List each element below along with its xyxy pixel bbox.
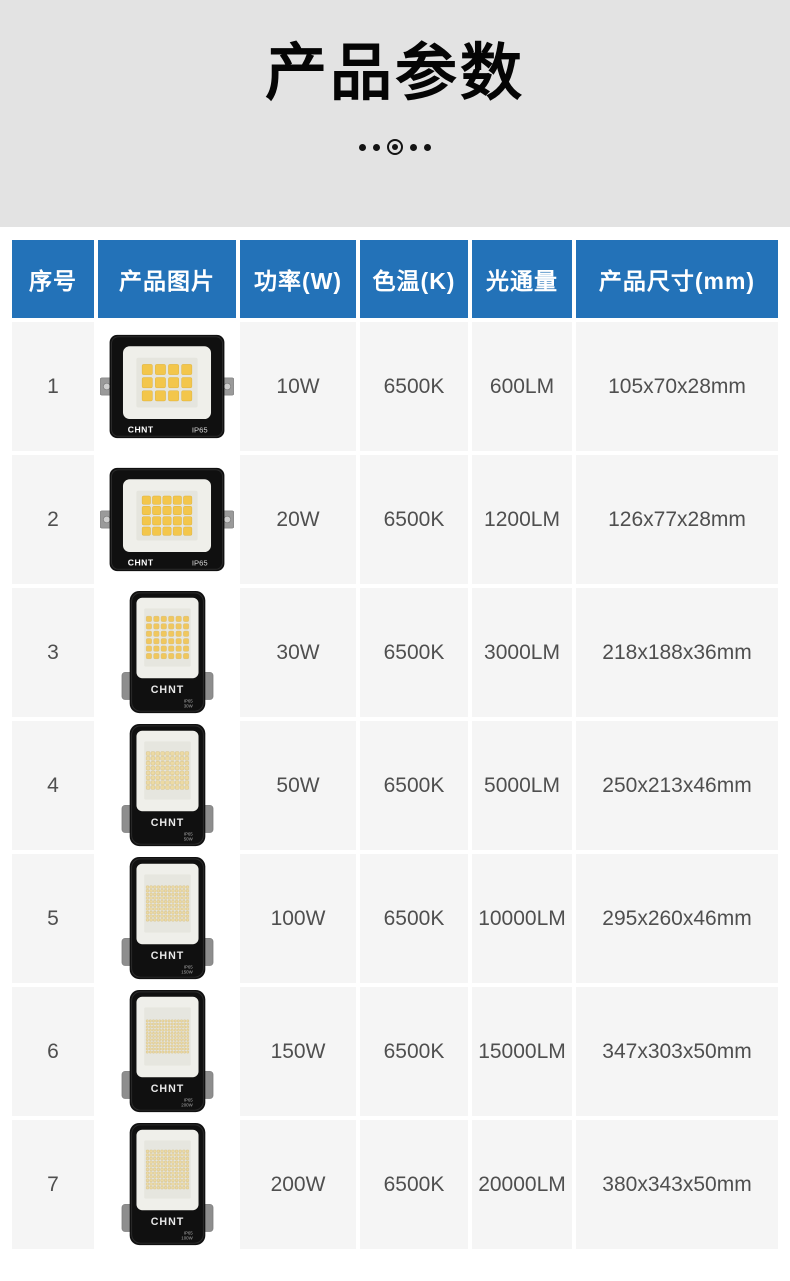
carousel-dot-icon: [424, 143, 431, 151]
carousel-dot-icon: [373, 143, 380, 151]
cell-color_temp: 6500K: [360, 1120, 468, 1249]
svg-text:IP65: IP65: [183, 1097, 193, 1102]
cell-luminous_flux: 15000LM: [472, 987, 572, 1116]
cell-color_temp: 6500K: [360, 721, 468, 850]
cell-luminous_flux: 20000LM: [472, 1120, 572, 1249]
column-header-power: 功率(W): [240, 240, 356, 318]
cell-product-image: CHNT IP65 200W: [98, 987, 236, 1116]
column-header-dimensions: 产品尺寸(mm): [576, 240, 778, 318]
svg-text:CHNT: CHNT: [150, 949, 183, 961]
svg-text:CHNT: CHNT: [150, 683, 183, 695]
column-header-image: 产品图片: [98, 240, 236, 318]
spec-table-body: 1 CHNT IP65 10W 6500K 600LM 105x70x28mm 2 CHNT IP…: [12, 322, 778, 1249]
svg-text:50W: 50W: [183, 836, 193, 841]
cell-dimensions: 218x188x36mm: [576, 588, 778, 717]
section-title: 产品参数: [264, 39, 525, 108]
product-detail-page: 产品参数 序号 产品图片 功率(W) 色温(K) 光通量 产品尺寸(mm) 1 CHNT IP…: [0, 0, 790, 1249]
svg-text:CHNT: CHNT: [128, 557, 154, 567]
cell-product-image: CHNT IP65: [98, 322, 236, 451]
cell-luminous_flux: 1200LM: [472, 455, 572, 584]
svg-text:CHNT: CHNT: [128, 424, 154, 434]
cell-color_temp: 6500K: [360, 588, 468, 717]
svg-text:150W: 150W: [181, 969, 193, 974]
cell-product-image: CHNT IP65 30W: [98, 588, 236, 717]
cell-dimensions: 380x343x50mm: [576, 1120, 778, 1249]
svg-text:IP65: IP65: [183, 964, 193, 969]
cell-power: 100W: [240, 854, 356, 983]
cell-power: 20W: [240, 455, 356, 584]
cell-power: 50W: [240, 721, 356, 850]
cell-dimensions: 105x70x28mm: [576, 322, 778, 451]
cell-index: 3: [12, 588, 94, 717]
svg-text:IP65: IP65: [183, 698, 193, 703]
table-row: 1 CHNT IP65 10W 6500K 600LM 105x70x28mm: [12, 322, 778, 451]
svg-text:CHNT: CHNT: [150, 816, 183, 828]
table-row: 4 CHNT IP65 50W 50W 6500K 5000LM 250x213x46mm: [12, 721, 778, 850]
cell-power: 10W: [240, 322, 356, 451]
carousel-dots-indicator: [359, 138, 431, 156]
column-header-color_temp: 色温(K): [360, 240, 468, 318]
svg-text:100W: 100W: [181, 1235, 193, 1240]
svg-text:30W: 30W: [183, 703, 193, 708]
cell-index: 4: [12, 721, 94, 850]
cell-dimensions: 126x77x28mm: [576, 455, 778, 584]
cell-index: 1: [12, 322, 94, 451]
cell-index: 7: [12, 1120, 94, 1249]
cell-color_temp: 6500K: [360, 854, 468, 983]
cell-color_temp: 6500K: [360, 987, 468, 1116]
floodlight-product-image: CHNT IP65: [100, 334, 234, 439]
cell-power: 150W: [240, 987, 356, 1116]
section-banner: 产品参数: [0, 0, 790, 227]
cell-color_temp: 6500K: [360, 322, 468, 451]
svg-text:IP65: IP65: [183, 831, 193, 836]
cell-luminous_flux: 10000LM: [472, 854, 572, 983]
cell-index: 6: [12, 987, 94, 1116]
svg-text:IP65: IP65: [192, 558, 208, 567]
column-header-index: 序号: [12, 240, 94, 318]
cell-power: 30W: [240, 588, 356, 717]
floodlight-product-image: CHNT IP65: [100, 467, 234, 572]
cell-dimensions: 347x303x50mm: [576, 987, 778, 1116]
svg-text:IP65: IP65: [183, 1230, 193, 1235]
svg-text:CHNT: CHNT: [150, 1082, 183, 1094]
cell-dimensions: 250x213x46mm: [576, 721, 778, 850]
svg-text:IP65: IP65: [192, 425, 208, 434]
cell-luminous_flux: 3000LM: [472, 588, 572, 717]
carousel-dot-icon: [410, 143, 417, 151]
cell-dimensions: 295x260x46mm: [576, 854, 778, 983]
table-row: 2 CHNT IP65 20W 6500K 1200LM 126x77x28mm: [12, 455, 778, 584]
table-row: 3 CHNT IP65 30W 30W 6500K 3000LM 218x188x36mm: [12, 588, 778, 717]
svg-text:200W: 200W: [181, 1102, 193, 1107]
carousel-active-dot-core: [392, 144, 398, 151]
svg-text:CHNT: CHNT: [150, 1215, 183, 1227]
table-row: 6 CHNT IP65 200W 150W 6500K 15000LM 347x303x50m…: [12, 987, 778, 1116]
spec-table-header-row: 序号 产品图片 功率(W) 色温(K) 光通量 产品尺寸(mm): [12, 240, 778, 318]
table-row: 7 CHNT IP65 100W 200W 6500K 20000LM 380x343x50m…: [12, 1120, 778, 1249]
carousel-dot-icon: [359, 143, 366, 151]
cell-luminous_flux: 600LM: [472, 322, 572, 451]
table-row: 5 CHNT IP65 150W 100W 6500K 10000LM 295x260x46m…: [12, 854, 778, 983]
cell-product-image: CHNT IP65 50W: [98, 721, 236, 850]
cell-product-image: CHNT IP65: [98, 455, 236, 584]
cell-product-image: CHNT IP65 100W: [98, 1120, 236, 1249]
cell-luminous_flux: 5000LM: [472, 721, 572, 850]
cell-index: 5: [12, 854, 94, 983]
carousel-active-dot-icon: [387, 139, 403, 156]
cell-power: 200W: [240, 1120, 356, 1249]
cell-product-image: CHNT IP65 150W: [98, 854, 236, 983]
cell-color_temp: 6500K: [360, 455, 468, 584]
cell-index: 2: [12, 455, 94, 584]
spec-table: 序号 产品图片 功率(W) 色温(K) 光通量 产品尺寸(mm) 1 CHNT IP65 10W…: [12, 240, 778, 1249]
column-header-luminous_flux: 光通量: [472, 240, 572, 318]
